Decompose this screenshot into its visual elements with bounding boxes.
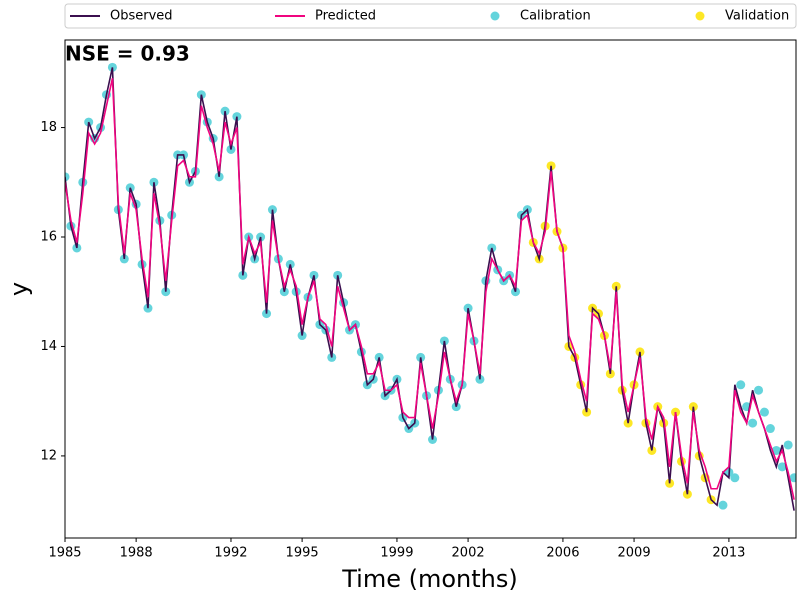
x-tick-label: 1985 [48,546,81,561]
series-line [65,67,795,511]
x-tick-label: 1999 [380,546,413,561]
x-tick-label: 1995 [286,546,319,561]
series-line [65,78,795,500]
y-tick-label: 16 [40,230,57,245]
data-point [754,385,764,395]
x-tick-label: 2002 [452,546,485,561]
x-tick-label: 2006 [546,546,579,561]
data-point [789,473,796,483]
legend-swatch [695,11,705,21]
y-tick-label: 18 [40,120,57,135]
data-point [765,424,775,434]
data-point [718,500,728,510]
plot-frame [64,39,797,539]
data-point [759,407,769,417]
data-point [0,506,5,515]
y-tick-label: 12 [40,448,57,463]
legend-box [64,3,797,29]
legend-label: Observed [110,9,173,24]
data-point [65,172,70,182]
x-tick-label: 1992 [214,546,247,561]
x-axis-label: Time (months) [341,565,518,593]
annotation: NSE = 0.93 [65,42,190,66]
data-point [748,418,758,428]
y-tick-label: 14 [40,339,57,354]
legend-label: Calibration [520,9,591,24]
data-point [730,473,740,483]
y-axis-label: y [5,282,33,296]
data-point [736,380,746,390]
x-tick-label: 1988 [120,546,153,561]
legend-label: Validation [725,9,789,24]
x-tick-label: 2013 [712,546,745,561]
legend-label: Predicted [315,9,376,24]
data-point [777,462,787,472]
legend-swatch [490,11,500,21]
x-tick-label: 2009 [618,546,651,561]
data-point [783,440,793,450]
data-point [771,445,781,455]
